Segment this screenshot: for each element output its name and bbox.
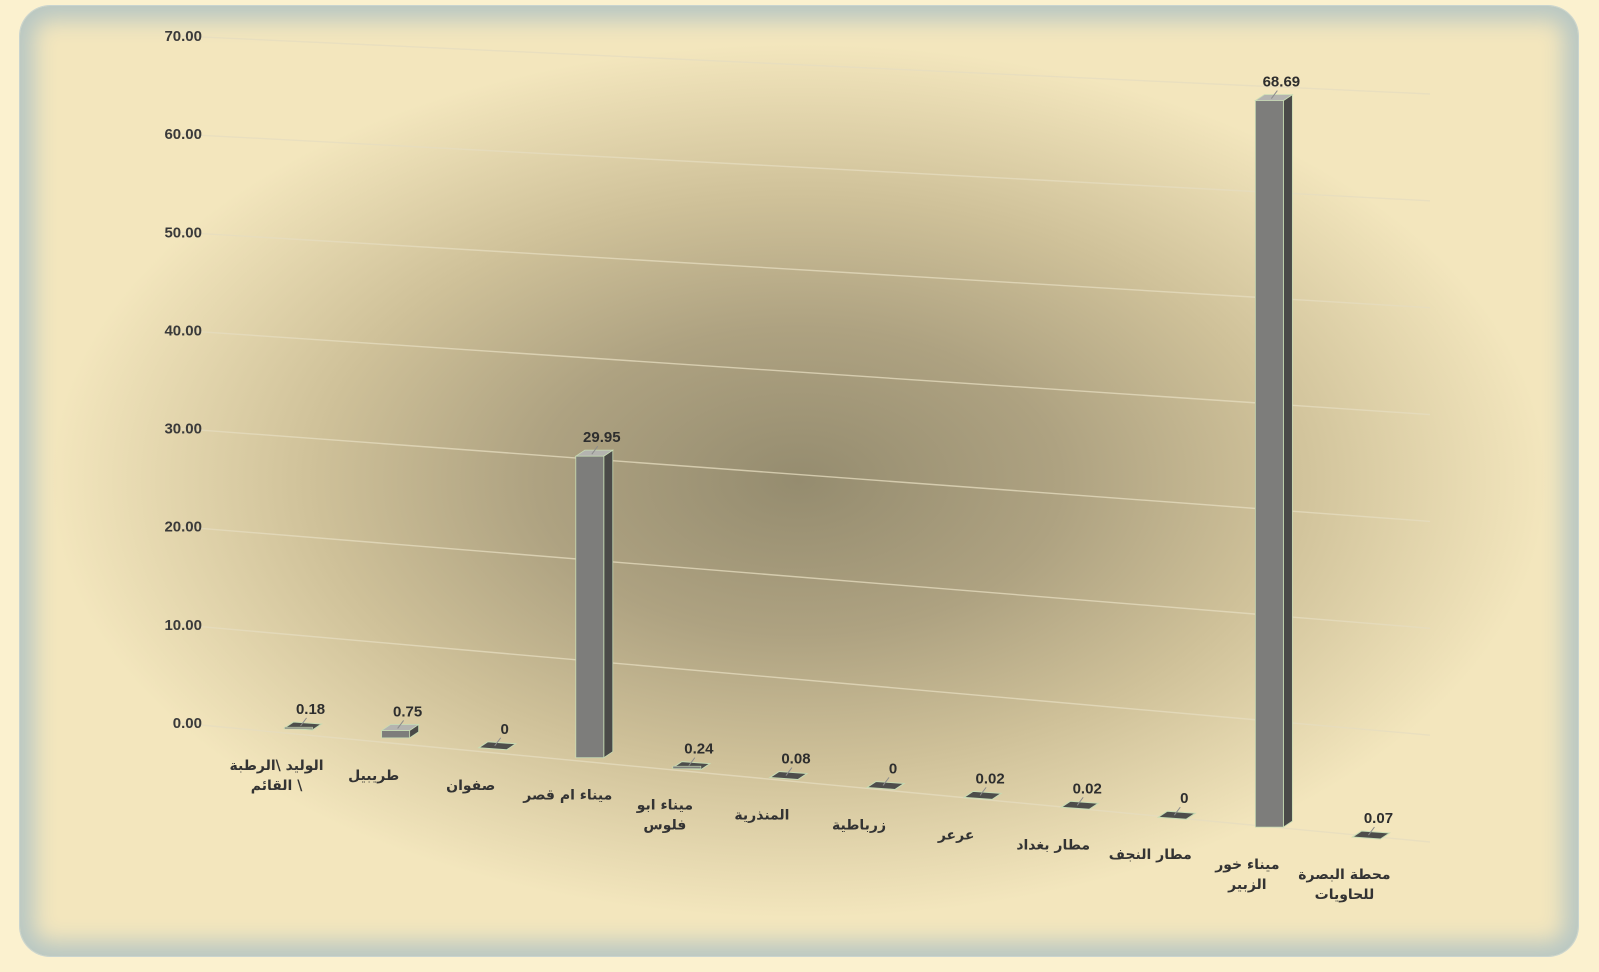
bar-base <box>865 780 906 790</box>
label-leader <box>785 767 793 776</box>
label-leader <box>882 777 890 786</box>
gridline <box>179 329 1431 416</box>
y-tick-label: 40.00 <box>164 322 202 339</box>
gridline <box>179 231 1431 309</box>
gridline <box>179 35 1431 95</box>
bar-front <box>381 730 411 739</box>
category-label: مطار النجف <box>1109 847 1192 863</box>
bar <box>283 721 324 731</box>
value-label: 0.02 <box>976 770 1005 787</box>
y-tick-label: 10.00 <box>164 617 202 634</box>
value-label: 0.07 <box>1364 810 1393 827</box>
bar <box>1156 810 1197 820</box>
bar-base <box>962 790 1003 800</box>
bar <box>768 771 809 781</box>
label-leader <box>494 737 502 747</box>
label-leader <box>979 787 987 796</box>
value-label: 29.95 <box>583 429 621 446</box>
bars <box>283 93 1391 840</box>
category-label: عرعر <box>937 827 975 843</box>
label-leader <box>1173 806 1181 816</box>
bar <box>865 780 906 790</box>
value-label: 0.24 <box>684 741 714 758</box>
bar-side <box>603 449 614 759</box>
bar-front <box>284 726 313 730</box>
category-label: الوليد \الرطبة \ القائم <box>230 758 324 794</box>
bar-side <box>1282 93 1293 828</box>
bar-base <box>1350 830 1391 840</box>
value-label: 68.69 <box>1263 74 1301 91</box>
gridlines <box>179 35 1431 843</box>
label-leader <box>688 757 696 766</box>
value-label: 0.75 <box>393 703 422 720</box>
value-label: 0.08 <box>781 751 810 768</box>
bar <box>574 449 615 759</box>
bar-base <box>477 741 518 751</box>
y-axis-ticks: 0.00 10.00 20.00 30.00 40.00 50.00 60.00 70.00 <box>164 28 202 732</box>
bar <box>1059 800 1100 810</box>
label-leader <box>1368 826 1375 836</box>
bar <box>1254 93 1294 828</box>
label-leader <box>300 717 307 727</box>
gridline <box>179 526 1431 629</box>
y-tick-label: 30.00 <box>164 421 202 438</box>
bar-front <box>575 455 605 759</box>
y-tick-label: 0.00 <box>173 715 202 732</box>
bar-top <box>574 449 615 457</box>
value-labels: 0.18 0.75 0 29.95 0.24 0.08 0 0.02 0.02 0 68.69 0.0… <box>296 74 1393 836</box>
category-label: ميناء خور الزبير <box>1214 857 1279 893</box>
bar-front <box>672 765 702 769</box>
bar <box>477 741 518 751</box>
gridline <box>179 133 1431 202</box>
y-tick-label: 70.00 <box>164 28 202 45</box>
label-leader <box>591 445 599 455</box>
category-label: ميناء ابو فلوس <box>636 798 693 834</box>
value-label: 0 <box>1180 790 1188 807</box>
category-label: مطار بغداد <box>1016 837 1090 853</box>
label-leader <box>1270 90 1278 99</box>
bar-top <box>1254 94 1294 102</box>
category-labels: الوليد \الرطبة \ القائم طريبيل صفوان ميناء ا… <box>230 758 1391 903</box>
gridline <box>179 427 1431 523</box>
value-label: 0.18 <box>296 701 325 718</box>
label-leader <box>1076 796 1084 806</box>
category-label: ميناء ام قصر <box>522 788 612 804</box>
bar <box>1350 830 1391 840</box>
bar-base <box>1059 800 1100 810</box>
gridline <box>179 624 1431 736</box>
bar <box>671 761 712 771</box>
bar-chart-3d: 0.0010.0020.0030.0040.0050.0060.0070.00 … <box>164 28 1431 903</box>
bar <box>380 723 420 739</box>
gridline <box>179 722 1431 843</box>
bar-base <box>1156 810 1197 820</box>
category-label: صفوان <box>446 778 495 794</box>
bar-front <box>1254 100 1284 828</box>
category-label: زرباطية <box>832 817 886 833</box>
y-tick-label: 50.00 <box>164 224 202 241</box>
value-label: 0.02 <box>1073 780 1102 797</box>
value-label: 0 <box>889 760 897 777</box>
bar-top <box>380 724 420 731</box>
bar-base <box>768 771 809 781</box>
y-tick-label: 60.00 <box>164 126 202 143</box>
chart-frame: 0.00 10.00 20.00 30.00 40.00 50.00 60.00 70.00 … <box>20 6 1578 956</box>
y-tick-label: 20.00 <box>164 519 202 536</box>
category-label: المنذرية <box>734 808 789 824</box>
value-label: 0 <box>501 721 509 738</box>
category-label: طريبيل <box>348 768 399 784</box>
category-label: محطة البصرة للحاويات <box>1298 867 1390 903</box>
label-leader <box>397 720 405 729</box>
bar <box>962 790 1003 800</box>
